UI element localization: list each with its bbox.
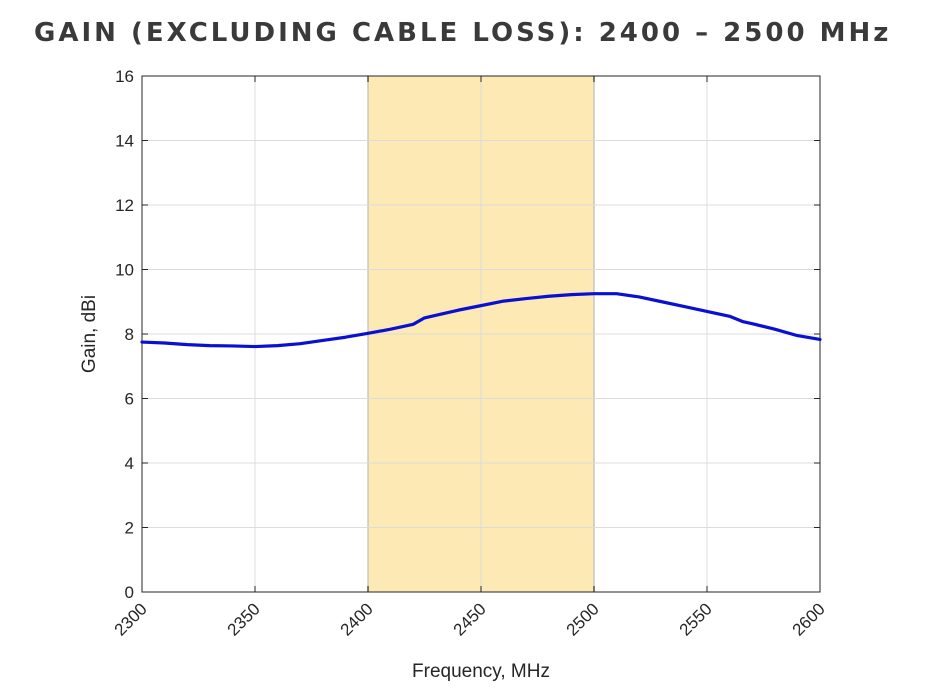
y-axis-label: Gain, dBi (79, 295, 100, 373)
y-tick-label: 14 (115, 132, 134, 151)
y-tick-label: 4 (125, 454, 134, 473)
y-tick-label: 6 (125, 390, 134, 409)
y-tick-label: 8 (125, 325, 134, 344)
x-tick-label: 2550 (676, 599, 716, 639)
y-tick-label: 0 (125, 583, 134, 602)
x-tick-label: 2600 (789, 599, 829, 639)
series-layer (140, 292, 822, 349)
y-tick-label: 2 (125, 519, 134, 538)
x-tick-label: 2500 (563, 599, 603, 639)
y-tick-label: 10 (115, 261, 134, 280)
x-tick-label: 2300 (111, 599, 151, 639)
x-tick-label: 2450 (450, 599, 490, 639)
y-tick-label: 12 (115, 196, 134, 215)
gain-series-line (140, 292, 822, 349)
x-tick-label: 2400 (337, 599, 377, 639)
y-tick-label: 16 (115, 67, 134, 86)
x-axis-label: Frequency, MHz (412, 661, 550, 682)
grid-layer (141, 75, 821, 593)
x-tick-label: 2350 (224, 599, 264, 639)
chart-title: GAIN (EXCLUDING CABLE LOSS): 2400 – 2500… (34, 18, 892, 48)
